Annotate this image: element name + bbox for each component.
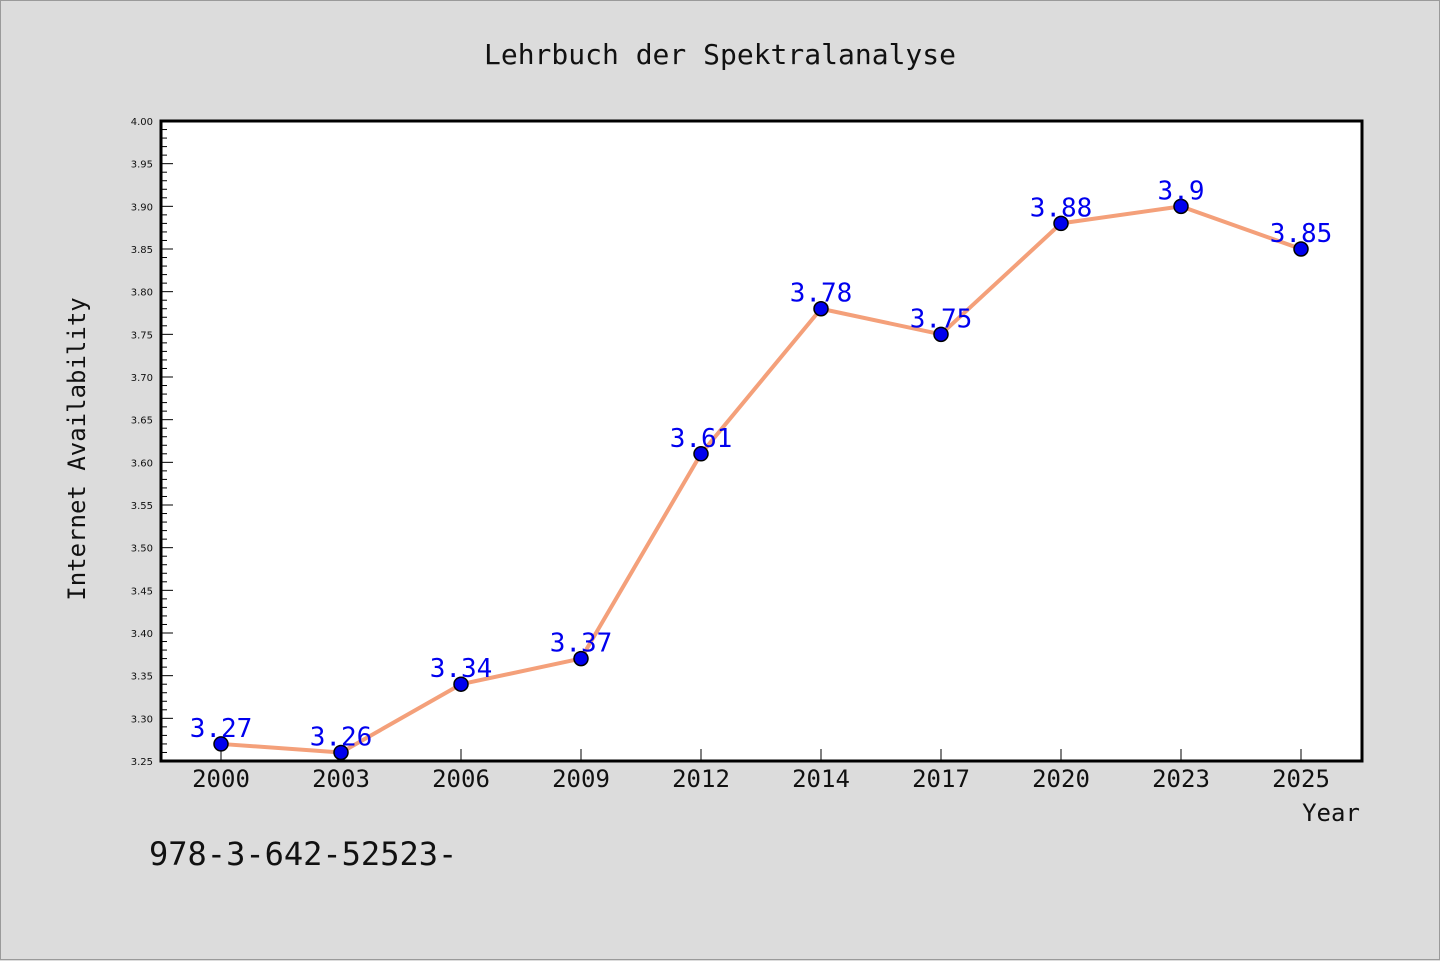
series-line [220,204,1302,755]
chart-title: Lehrbuch der Spektralanalyse [484,38,956,71]
data-point-marker [573,650,589,667]
plot-area [159,119,1364,763]
data-point-marker [453,676,469,692]
data-point-marker [813,300,829,317]
y-tick-label: 3.85 [131,245,153,256]
y-tick-label: 3.60 [131,458,153,469]
data-value-label: 3.85 [1270,219,1333,249]
x-tick-label: 2020 [1032,765,1090,793]
y-tick-label: 3.25 [131,757,153,768]
x-tick-label: 2025 [1272,765,1330,793]
footer-isbn-text: 978-3-642-52523- [149,835,457,873]
series-line-group: 3.27 3.26 3.34 3.37 3.61 3.78 3.75 3.88 3.9 3.85 [190,176,1333,761]
x-axis: 2000 2003 2006 2009 2012 2014 2017 2020 2023 2025 [192,749,1330,793]
y-tick-label: 4.00 [131,117,153,128]
data-point-marker [1173,198,1189,215]
y-tick-label: 3.45 [131,586,153,597]
y-tick-label: 3.65 [131,416,153,427]
x-tick-label: 2000 [192,765,250,793]
data-point-marker [933,326,949,343]
y-tick-label: 3.90 [131,202,153,213]
y-tick-label: 3.80 [131,288,153,299]
data-point-marker [1053,215,1069,232]
y-tick-label: 3.35 [131,672,153,683]
y-tick-label: 3.30 [131,714,153,725]
y-tick-label: 3.50 [131,544,153,555]
x-tick-label: 2006 [432,765,490,793]
y-tick-label: 3.40 [131,629,153,640]
data-point-marker [333,744,349,761]
data-value-label: 3.27 [190,714,253,744]
x-tick-label: 2017 [912,765,970,793]
data-value-label: 3.78 [790,279,853,309]
data-value-label: 3.26 [310,722,373,752]
y-axis-title: Internet Availability [63,297,91,600]
data-point-marker [1293,241,1309,257]
data-value-label: 3.9 [1158,176,1205,206]
data-value-label: 3.88 [1030,193,1093,223]
data-value-label: 3.61 [670,424,733,454]
data-point-marker [693,446,709,462]
x-tick-label: 2023 [1152,765,1210,793]
data-point-marker [213,736,229,752]
x-tick-label: 2009 [552,765,610,793]
x-tick-label: 2012 [672,765,730,793]
y-tick-label: 3.95 [131,160,153,171]
data-value-label: 3.75 [910,304,973,334]
y-tick-label: 3.55 [131,501,153,512]
y-tick-label: 3.75 [131,330,153,341]
data-value-label: 3.37 [550,629,613,659]
data-value-label: 3.34 [430,654,493,684]
y-tick-label: 3.70 [131,373,153,384]
x-axis-title: Year [1302,799,1360,827]
x-tick-label: 2014 [792,765,850,793]
y-axis: 3.25 3.30 3.35 3.40 3.45 3.50 3.55 3.60 3.65 3.70… [131,117,173,768]
x-tick-label: 2003 [312,765,370,793]
